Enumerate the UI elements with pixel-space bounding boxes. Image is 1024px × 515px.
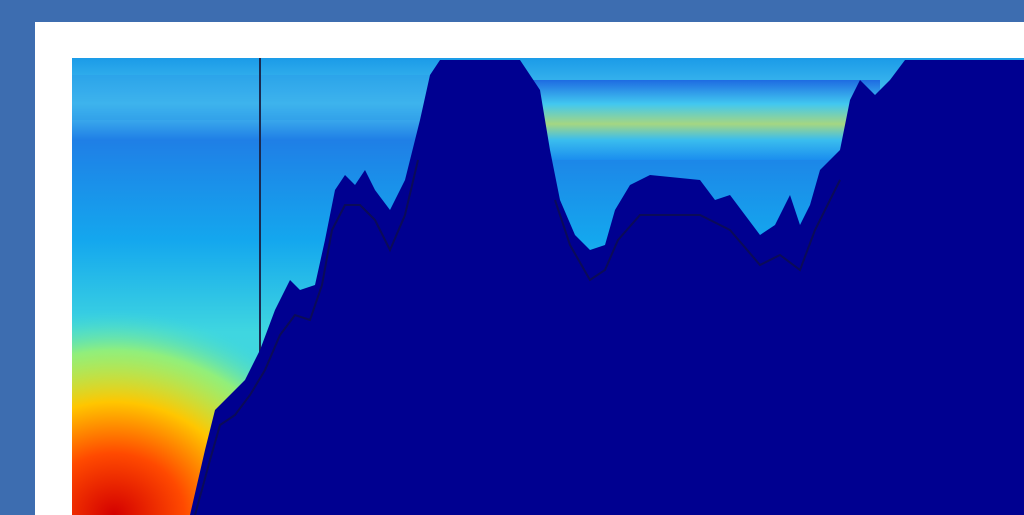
bottom-line-right [554, 179, 841, 282]
bottom-line [194, 159, 419, 515]
scatter-layer-left [72, 75, 452, 120]
seabed [190, 60, 1024, 515]
scatter-layer [520, 80, 880, 160]
